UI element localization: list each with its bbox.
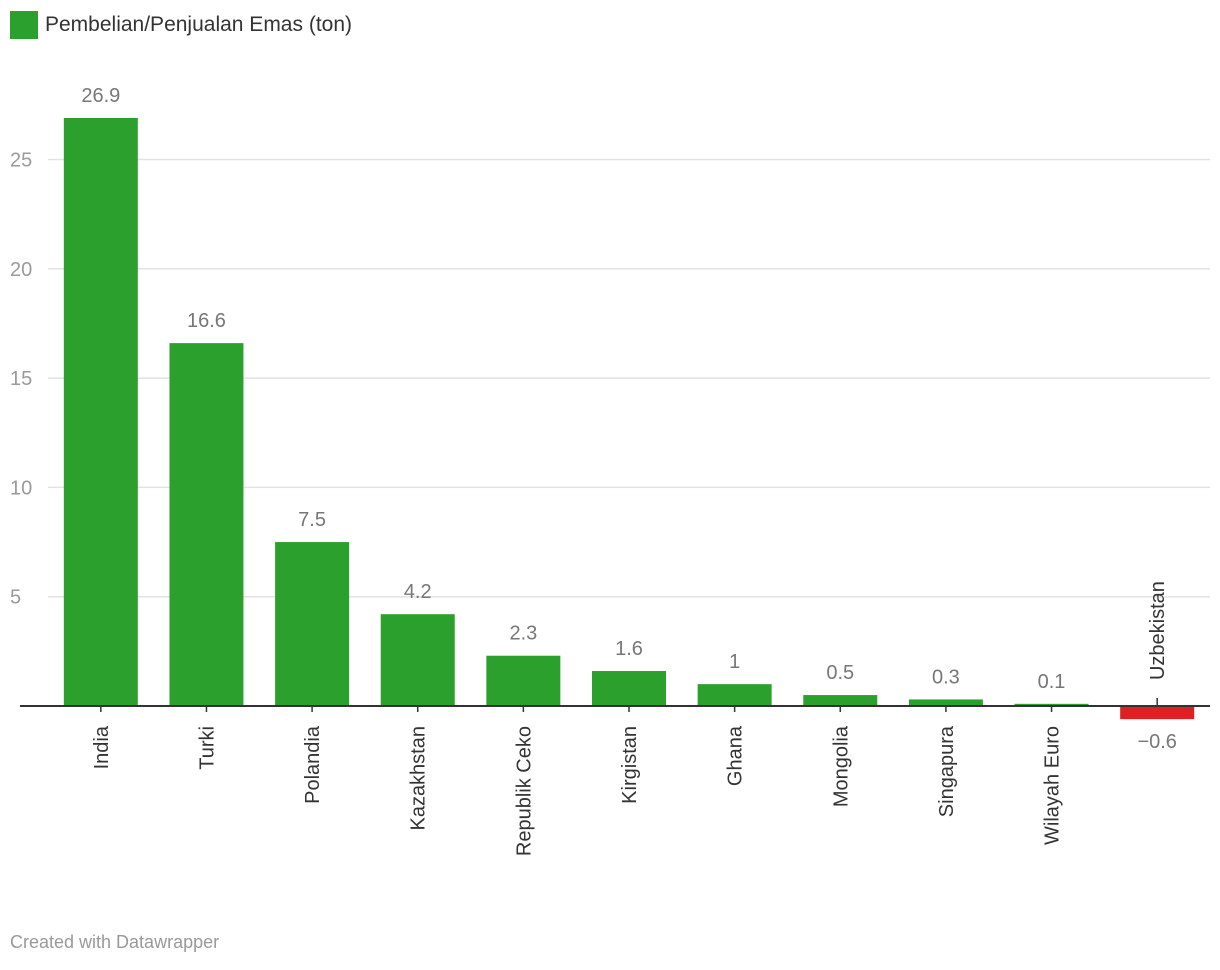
bar	[380, 614, 455, 706]
y-tick-label: 20	[10, 259, 32, 281]
category-label: Kazakhstan	[408, 726, 430, 831]
value-label: 16.6	[187, 310, 226, 332]
bar	[592, 671, 666, 706]
bar-chart: 5 10 15 20 25 26.9 India 16.6 Turki 7.5 Polandia 4…	[10, 85, 1210, 856]
labels: 26.9 India 16.6 Turki 7.5 Polandia 4.2 Kazakhst…	[81, 85, 1177, 856]
value-label: 1	[729, 651, 740, 673]
bar	[486, 655, 561, 706]
bar	[1014, 703, 1089, 706]
y-tick-label: 25	[10, 150, 32, 172]
category-label: Singapura	[936, 725, 958, 817]
bar	[1120, 706, 1195, 720]
value-label: 0.3	[932, 666, 960, 688]
bar	[275, 542, 350, 706]
value-label: 0.1	[1038, 671, 1066, 693]
category-label: Mongolia	[830, 725, 852, 807]
bar	[169, 343, 244, 706]
category-label: India	[91, 725, 113, 769]
legend-swatch	[10, 11, 38, 39]
value-label: 26.9	[81, 85, 120, 107]
bar	[63, 117, 138, 706]
value-label: 4.2	[404, 581, 432, 603]
legend-label: Pembelian/Penjualan Emas (ton)	[45, 13, 353, 36]
value-label: −0.6	[1137, 731, 1176, 753]
category-label: Polandia	[302, 725, 324, 804]
value-label: 1.6	[615, 638, 643, 660]
legend: Pembelian/Penjualan Emas (ton)	[10, 11, 352, 39]
bar	[908, 699, 983, 706]
y-tick-label: 15	[10, 368, 32, 390]
bar	[697, 684, 772, 706]
category-label: Ghana	[725, 725, 747, 786]
value-label: 0.5	[826, 662, 854, 684]
category-label: Wilayah Euro	[1042, 726, 1064, 845]
category-label: Republik Ceko	[513, 726, 535, 856]
value-label: 2.3	[509, 623, 537, 645]
category-label: Turki	[196, 726, 218, 770]
bar	[803, 695, 878, 706]
footer-credit: Created with Datawrapper	[10, 932, 220, 952]
category-label: Uzbekistan	[1147, 581, 1169, 680]
baseline	[20, 698, 1210, 712]
category-label: Kirgistan	[619, 726, 641, 804]
bars	[63, 117, 1195, 720]
y-tick-label: 10	[10, 477, 32, 499]
value-label: 7.5	[298, 509, 326, 531]
y-tick-label: 5	[10, 587, 21, 609]
